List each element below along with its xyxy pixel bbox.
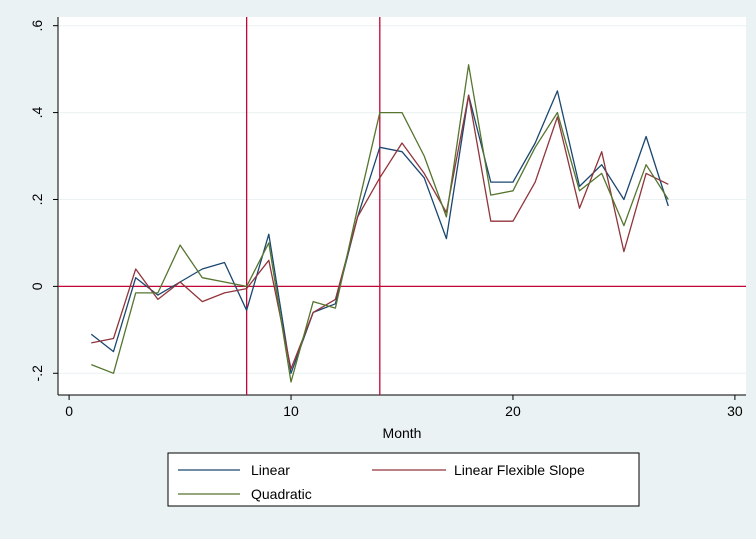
x-tick-label-0: 0 <box>65 403 73 419</box>
x-tick-label-1: 10 <box>283 403 299 419</box>
y-tick-label-4: .6 <box>29 20 45 32</box>
series-line-quadratic <box>91 64 669 383</box>
legend-box <box>167 452 640 507</box>
axes: -.2 0 .2 .4 .6 0 10 20 30 <box>29 17 746 419</box>
series-line-linear <box>90 90 669 374</box>
series-lines <box>90 64 669 383</box>
x-tick-label-3: 30 <box>727 403 743 419</box>
legend: Linear Linear Flexible Slope Quadratic <box>167 452 640 507</box>
legend-label-linear: Linear <box>251 462 290 478</box>
plot-area <box>58 17 746 395</box>
legend-label-linear-flexible-slope: Linear Flexible Slope <box>454 462 585 478</box>
legend-label-quadratic: Quadratic <box>251 486 312 502</box>
y-tick-label-2: .2 <box>29 193 45 205</box>
y-tick-label-1: 0 <box>29 282 45 290</box>
x-axis-label: Month <box>383 425 422 441</box>
y-tick-label-0: -.2 <box>29 365 45 382</box>
series-line-linear-flexible-slope <box>91 94 669 370</box>
y-tick-label-3: .4 <box>29 107 45 119</box>
x-tick-label-2: 20 <box>505 403 521 419</box>
